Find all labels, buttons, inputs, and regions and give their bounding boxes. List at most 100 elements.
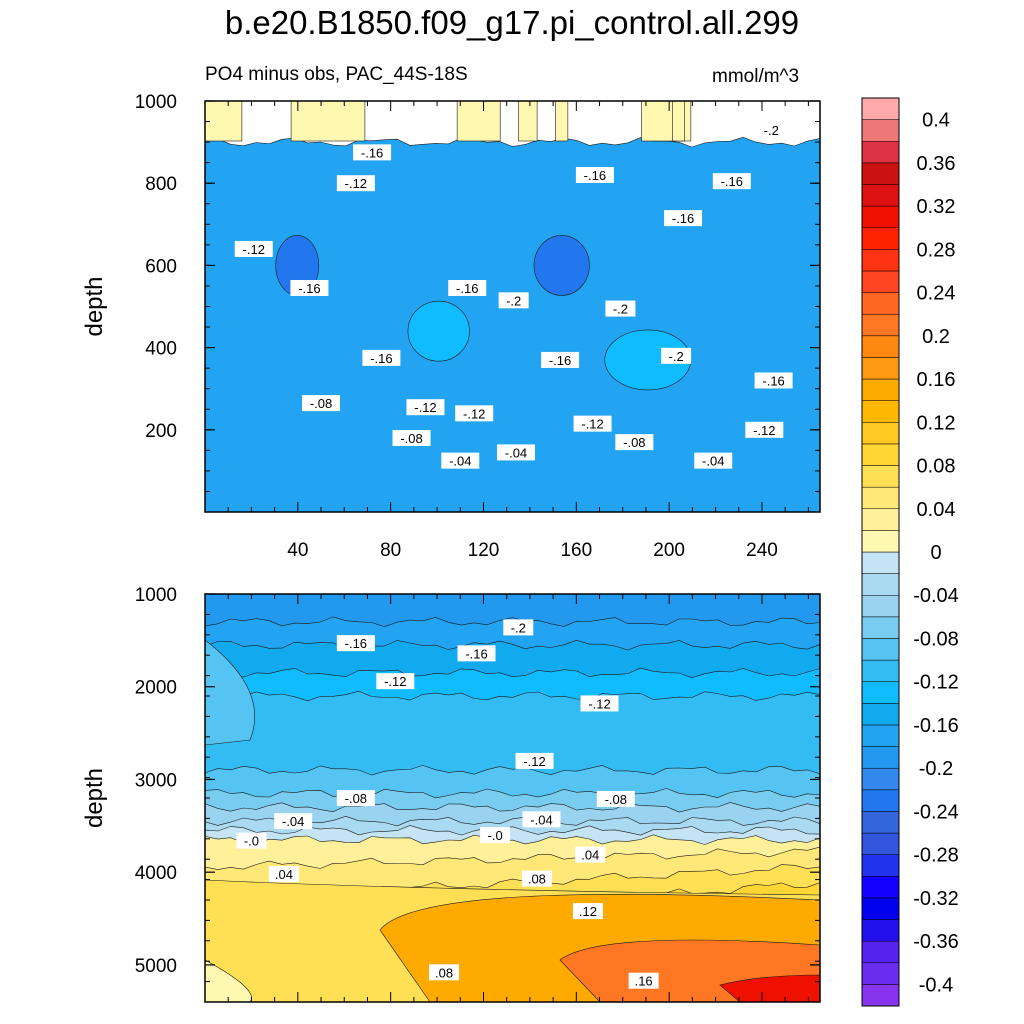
positive-patch <box>456 101 501 142</box>
colorbar-swatch <box>861 227 900 250</box>
contour-label: -.2 <box>764 123 779 138</box>
y-tick-label: 2000 <box>135 678 177 699</box>
positive-patch <box>518 101 538 142</box>
colorbar-tick-label: 0.12 <box>917 412 956 434</box>
contour-label: -.16 <box>298 281 320 296</box>
contour-label-box <box>376 673 415 690</box>
contour-label-box <box>664 210 703 227</box>
x-tick-label: 200 <box>653 540 685 561</box>
contour-label: -.08 <box>310 396 332 411</box>
upper-depth-panel: -.04 -.04 -.04 -.08 -.08 -.08 -.12 -.12 -.12 -.12… <box>81 92 821 561</box>
colorbar-swatch <box>861 897 900 920</box>
colorbar-tick-label: 0.36 <box>917 153 956 175</box>
contour-label: .04 <box>581 848 599 863</box>
y-axis-label: depth <box>81 768 108 828</box>
colorbar-tick-label: -0.28 <box>913 845 959 867</box>
colorbar-swatch <box>861 551 900 574</box>
contour-label: -.12 <box>753 423 775 438</box>
contour-label-box <box>274 813 313 830</box>
contour-core <box>533 235 590 296</box>
contour-label: -.16 <box>465 646 487 661</box>
contour-label-box <box>745 421 784 438</box>
colorbar-tick-label: -0.36 <box>913 931 959 953</box>
x-tick-label: 40 <box>287 540 308 561</box>
colorbar-tick-label: 0.2 <box>922 326 950 348</box>
colorbar-tick-label: 0 <box>930 542 941 564</box>
contour-label-box <box>234 240 273 257</box>
x-tick-label: 120 <box>468 540 500 561</box>
colorbar-swatch <box>861 876 900 899</box>
contour-label-box <box>441 452 480 469</box>
contour-label: -.12 <box>588 696 610 711</box>
y-tick-label: 600 <box>145 256 177 277</box>
y-tick-label: 800 <box>145 174 177 195</box>
colorbar-swatch <box>861 811 900 834</box>
colorbar-swatch <box>861 919 900 942</box>
colorbar-swatch <box>861 789 900 812</box>
contour-band <box>205 136 820 512</box>
contour-label-box <box>336 635 375 652</box>
contour-label: -.08 <box>345 791 367 806</box>
contour-label: -.2 <box>613 302 628 317</box>
plot-area <box>205 594 820 1002</box>
colorbar-tick-label: 0.4 <box>922 110 950 132</box>
contour-label: -.16 <box>721 174 743 189</box>
x-tick-label: 80 <box>380 540 401 561</box>
colorbar-tick-label: -0.24 <box>913 801 959 823</box>
positive-patch <box>290 101 366 142</box>
colorbar-tick-label: 0.28 <box>917 239 956 261</box>
contour-label-box <box>480 827 511 844</box>
colorbar-tick-label: -0.32 <box>913 888 959 910</box>
contour-label-box <box>572 903 603 920</box>
contour-label-box <box>392 430 431 447</box>
contour-label: -.12 <box>414 400 436 415</box>
colorbar-swatch <box>861 97 900 120</box>
contour-label: -.2 <box>506 293 521 308</box>
colorbar-tick-label: -0.4 <box>919 974 953 996</box>
contour-label: -.04 <box>282 814 304 829</box>
contour-label-box <box>628 972 659 989</box>
contour-label: .12 <box>579 904 597 919</box>
contour-label-box <box>596 790 635 807</box>
contour-label: -.2 <box>669 349 684 364</box>
lower-depth-panel: -.2 -.16 -.16 -.12 -.12 -.12 -.08 -.08 -.04 -.04 -… <box>81 585 821 1003</box>
y-tick-label: 4000 <box>135 863 177 884</box>
contour-label-box <box>522 811 561 828</box>
colorbar-swatch <box>861 400 900 423</box>
colorbar-swatch <box>861 378 900 401</box>
contour-label: .08 <box>435 965 453 980</box>
colorbar-swatch <box>861 292 900 315</box>
colorbar-tick-label: 0.16 <box>917 369 956 391</box>
contour-label: -.08 <box>623 435 645 450</box>
colorbar-swatch <box>861 119 900 142</box>
contour-label: -.16 <box>762 373 784 388</box>
contour-label: -.04 <box>702 454 724 469</box>
chart-subtitle: PO4 minus obs, PAC_44S-18S <box>205 64 468 85</box>
contour-label-box <box>268 866 299 883</box>
contour-label-box <box>336 175 375 192</box>
colorbar-swatch <box>861 746 900 769</box>
colorbar-swatch <box>861 659 900 682</box>
contour-label-box <box>515 752 554 769</box>
colorbar-frame <box>861 97 900 1007</box>
colorbar-swatch <box>861 638 900 661</box>
colorbar-tick-label: -0.04 <box>913 585 959 607</box>
colorbar-tick-label: 0.32 <box>917 196 956 218</box>
colorbar-swatch <box>861 767 900 791</box>
contour-label: -.12 <box>581 417 603 432</box>
contour-label-box <box>661 347 692 364</box>
colorbar-swatch <box>861 984 900 1007</box>
contour-label-box <box>362 349 401 366</box>
contour-label: -.12 <box>345 176 367 191</box>
colorbar-swatch <box>861 335 900 358</box>
colorbar-swatch <box>861 486 900 510</box>
contour-label-box <box>694 452 733 469</box>
colorbar-swatch <box>861 443 900 466</box>
contour-label: -.04 <box>505 445 527 460</box>
contour-label: -.16 <box>456 281 478 296</box>
contour-label: -.12 <box>384 674 406 689</box>
colorbar-swatch <box>861 313 900 337</box>
colorbar-tick-label: -0.12 <box>913 672 959 694</box>
contour-label: -.04 <box>449 454 471 469</box>
